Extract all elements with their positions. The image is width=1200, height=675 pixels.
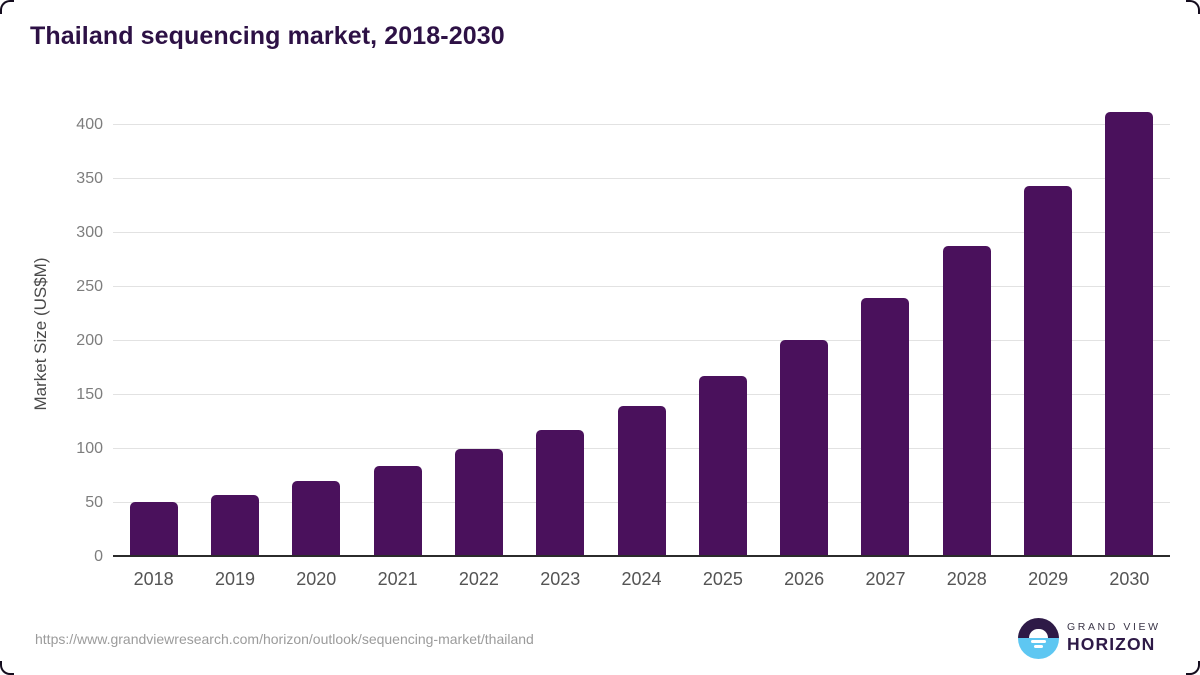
gridline-400 — [113, 124, 1170, 126]
y-tick-250: 250 — [76, 278, 103, 296]
bar-slot-2026 — [764, 339, 845, 557]
card-corner-bottom-left — [0, 661, 14, 675]
brand-logo: GRAND VIEW HORIZON — [1018, 617, 1161, 659]
horizon-sun-icon — [1018, 617, 1059, 659]
gridline-250 — [113, 286, 1170, 288]
plot-area — [113, 111, 1170, 557]
bar-slot-2018 — [113, 501, 194, 557]
bar-2021[interactable] — [373, 466, 422, 557]
bar-slot-2028 — [926, 246, 1007, 557]
x-label-2029: 2029 — [1028, 569, 1069, 589]
y-tick-200: 200 — [76, 332, 103, 350]
logo-reflection-line-1 — [1031, 639, 1046, 643]
x-label-2022: 2022 — [458, 569, 499, 589]
gridline-150 — [113, 394, 1170, 396]
gridline-350 — [113, 178, 1170, 180]
bar-2022[interactable] — [454, 449, 503, 557]
bar-slot-2027 — [845, 297, 926, 557]
source-url: https://www.grandviewresearch.com/horizo… — [35, 631, 534, 647]
bar-slot-2024 — [601, 405, 682, 557]
y-tick-150: 150 — [76, 386, 103, 403]
chart-title: Thailand sequencing market, 2018-2030 — [30, 22, 505, 50]
logo-sea-half — [1018, 638, 1059, 659]
bar-2019[interactable] — [210, 495, 259, 557]
y-tick-400: 400 — [76, 116, 103, 134]
logo-reflection-line-2 — [1034, 644, 1043, 648]
bar-slot-2022 — [438, 449, 519, 557]
bar-slot-2030 — [1089, 112, 1170, 557]
y-tick-350: 350 — [76, 170, 103, 188]
logo-text: GRAND VIEW HORIZON — [1067, 621, 1161, 655]
bar-2029[interactable] — [1024, 185, 1073, 557]
x-label-2028: 2028 — [946, 569, 987, 589]
x-label-2021: 2021 — [377, 569, 418, 589]
bar-slot-2021 — [357, 466, 438, 557]
bar-2026[interactable] — [780, 339, 829, 557]
gridline-200 — [113, 340, 1170, 342]
bars-group — [113, 111, 1170, 557]
card-corner-top-left — [0, 0, 14, 14]
bar-slot-2020 — [276, 481, 357, 557]
bar-2030[interactable] — [1105, 112, 1154, 557]
logo-text-grand-view: GRAND VIEW — [1067, 621, 1161, 633]
logo-sky-half — [1018, 617, 1059, 638]
x-label-2023: 2023 — [540, 569, 581, 589]
bar-2020[interactable] — [292, 481, 341, 557]
bar-2018[interactable] — [129, 501, 178, 557]
bar-2024[interactable] — [617, 405, 666, 557]
bar-slot-2025 — [682, 375, 763, 557]
x-axis-line — [113, 555, 1170, 557]
gridline-300 — [113, 232, 1170, 234]
y-axis-tick-labels: 0 50 100 150 200 250 300 350 400 — [0, 111, 103, 565]
bar-slot-2023 — [520, 429, 601, 557]
x-label-2025: 2025 — [702, 569, 743, 589]
x-label-2024: 2024 — [621, 569, 662, 589]
y-tick-50: 50 — [85, 494, 103, 511]
logo-sun-dome — [1029, 628, 1048, 638]
x-label-2027: 2027 — [865, 569, 906, 589]
y-tick-300: 300 — [76, 224, 103, 242]
x-label-2020: 2020 — [296, 569, 337, 589]
x-label-2018: 2018 — [133, 569, 174, 589]
x-label-2026: 2026 — [784, 569, 825, 589]
x-label-2019: 2019 — [214, 569, 255, 589]
bar-2025[interactable] — [698, 375, 747, 557]
bar-slot-2019 — [194, 495, 275, 557]
bar-2028[interactable] — [942, 246, 991, 557]
logo-text-horizon: HORIZON — [1067, 634, 1156, 654]
bar-2023[interactable] — [536, 429, 585, 557]
x-label-2030: 2030 — [1109, 569, 1150, 589]
card-corner-top-right — [1186, 0, 1200, 14]
card-corner-bottom-right — [1186, 661, 1200, 675]
y-tick-100: 100 — [76, 440, 103, 457]
y-tick-0: 0 — [94, 548, 103, 565]
bar-2027[interactable] — [861, 297, 910, 557]
bar-slot-2029 — [1007, 185, 1088, 557]
x-axis-labels: 2018 2019 2020 2021 2022 2023 2024 2025 2026 2027… — [113, 569, 1170, 590]
